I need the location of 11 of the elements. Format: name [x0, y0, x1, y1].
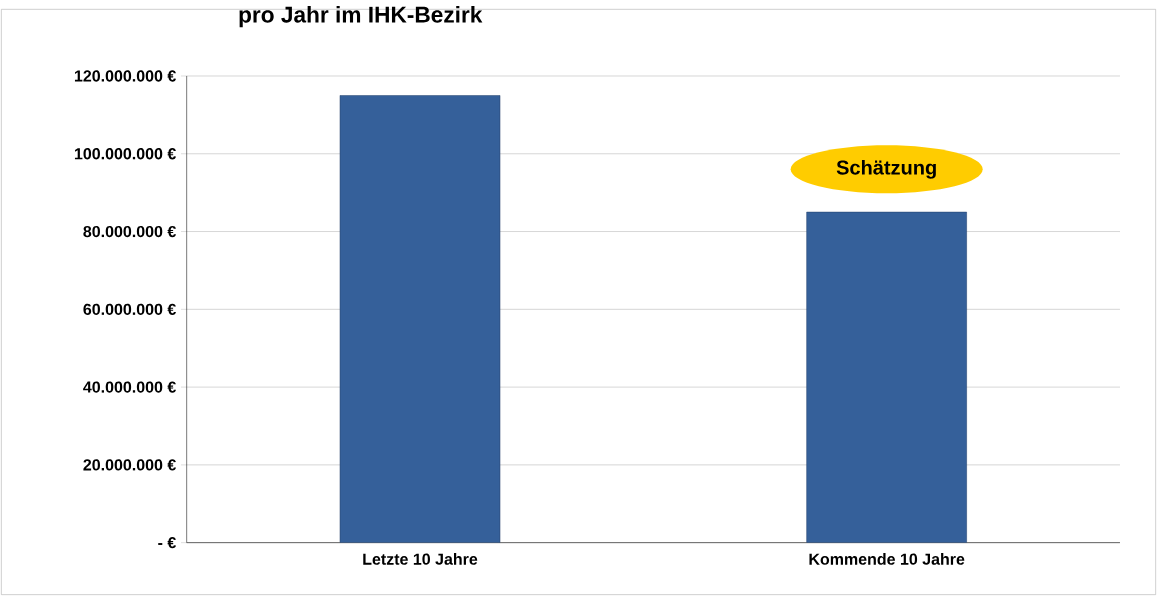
x-tick-label: Kommende 10 Jahre	[809, 553, 965, 565]
y-tick-label: 60.000.000 €	[83, 303, 176, 315]
chart-title: pro Jahr im IHK-Bezirk	[239, 6, 483, 28]
y-tick-label: 100.000.000 €	[74, 148, 176, 160]
y-tick-label: 20.000.000 €	[83, 459, 176, 471]
y-tick-label: - €	[158, 536, 176, 549]
y-tick-label: 120.000.000 €	[74, 70, 176, 82]
x-tick-label: Letzte 10 Jahre	[363, 553, 478, 565]
annotation: Schätzung	[836, 159, 936, 179]
y-tick-label: 40.000.000 €	[83, 381, 176, 393]
y-tick-label: 80.000.000 €	[83, 225, 176, 238]
